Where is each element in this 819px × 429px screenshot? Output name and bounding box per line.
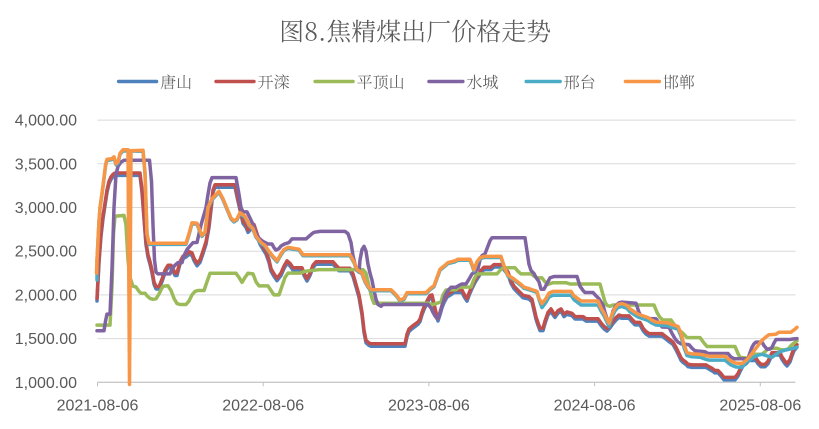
svg-text:2,000.00: 2,000.00 xyxy=(15,287,77,304)
svg-text:2,500.00: 2,500.00 xyxy=(15,244,77,261)
svg-text:2025-08-06: 2025-08-06 xyxy=(719,398,801,415)
svg-text:3,000.00: 3,000.00 xyxy=(15,200,77,217)
svg-text:2023-08-06: 2023-08-06 xyxy=(388,398,470,415)
svg-text:1,500.00: 1,500.00 xyxy=(15,331,77,348)
svg-text:2024-08-06: 2024-08-06 xyxy=(554,398,636,415)
svg-text:4,000.00: 4,000.00 xyxy=(15,113,77,130)
svg-text:2021-08-06: 2021-08-06 xyxy=(57,398,139,415)
svg-text:2022-08-06: 2022-08-06 xyxy=(222,398,304,415)
svg-text:1,000.00: 1,000.00 xyxy=(15,375,77,392)
svg-text:3,500.00: 3,500.00 xyxy=(15,156,77,173)
